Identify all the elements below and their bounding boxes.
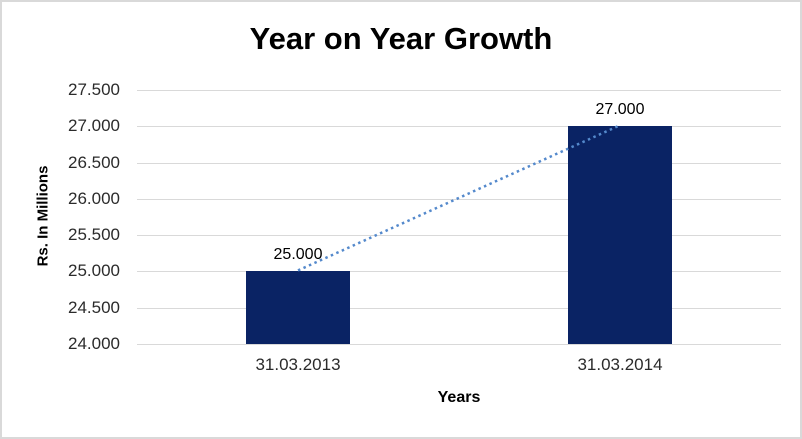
y-tick-label: 24.500: [68, 297, 120, 317]
x-tick-label: 31.03.2014: [577, 355, 663, 374]
gridline: [137, 344, 781, 345]
bar-31.03.2013: [245, 271, 351, 344]
data-label: 27.000: [595, 101, 645, 119]
x-axis-title: Years: [437, 389, 481, 406]
trendline: [297, 124, 621, 272]
y-tick-label: 25.000: [68, 261, 120, 281]
gridline: [137, 126, 781, 128]
gridline: [137, 198, 781, 200]
bar-31.03.2014: [567, 126, 673, 344]
gridline: [137, 271, 781, 273]
y-tick-label: 26.500: [68, 152, 120, 172]
x-axis-ticks: 31.03.2013 31.03.2014: [137, 355, 781, 377]
plot-area: 25.000 27.000: [137, 90, 781, 345]
y-tick-label: 24.000: [68, 334, 120, 353]
gridline: [137, 235, 781, 237]
gridline: [137, 90, 781, 91]
data-label: 25.000: [273, 246, 323, 264]
y-axis-ticks: 27.500 27.000 26.500 26.000 25.500 25.000 24.5…: [2, 80, 120, 353]
y-tick-label: 27.500: [68, 80, 120, 99]
y-tick-label: 26.000: [68, 188, 120, 208]
x-tick-label: 31.03.2013: [255, 355, 341, 374]
y-tick-label: 25.500: [68, 225, 120, 245]
chart-title: Year on Year Growth: [249, 21, 553, 56]
gridline: [137, 307, 781, 309]
gridline: [137, 162, 781, 164]
y-tick-label: 27.000: [68, 116, 120, 136]
